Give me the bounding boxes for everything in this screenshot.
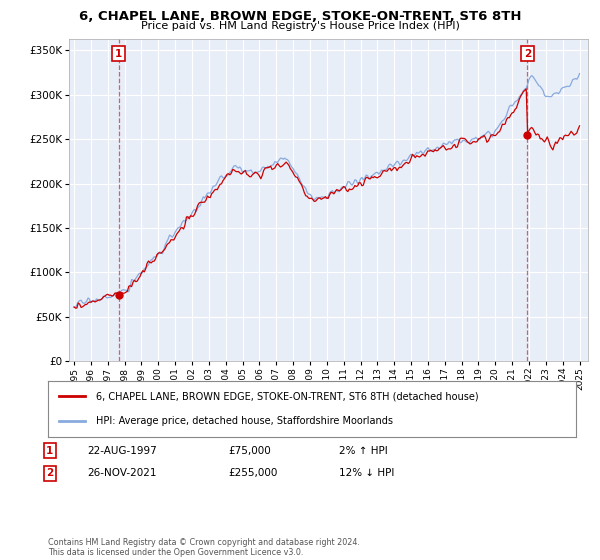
Text: 6, CHAPEL LANE, BROWN EDGE, STOKE-ON-TRENT, ST6 8TH (detached house): 6, CHAPEL LANE, BROWN EDGE, STOKE-ON-TRE… xyxy=(95,391,478,402)
Text: HPI: Average price, detached house, Staffordshire Moorlands: HPI: Average price, detached house, Staf… xyxy=(95,416,392,426)
Text: Contains HM Land Registry data © Crown copyright and database right 2024.
This d: Contains HM Land Registry data © Crown c… xyxy=(48,538,360,557)
Text: 1: 1 xyxy=(115,49,122,59)
Text: 2: 2 xyxy=(46,468,53,478)
Text: £255,000: £255,000 xyxy=(228,468,277,478)
Text: 12% ↓ HPI: 12% ↓ HPI xyxy=(339,468,394,478)
Text: 2% ↑ HPI: 2% ↑ HPI xyxy=(339,446,388,456)
Text: 1: 1 xyxy=(46,446,53,456)
Text: 22-AUG-1997: 22-AUG-1997 xyxy=(87,446,157,456)
Text: 6, CHAPEL LANE, BROWN EDGE, STOKE-ON-TRENT, ST6 8TH: 6, CHAPEL LANE, BROWN EDGE, STOKE-ON-TRE… xyxy=(79,10,521,23)
Text: 2: 2 xyxy=(524,49,531,59)
Text: £75,000: £75,000 xyxy=(228,446,271,456)
Text: 26-NOV-2021: 26-NOV-2021 xyxy=(87,468,157,478)
Text: Price paid vs. HM Land Registry's House Price Index (HPI): Price paid vs. HM Land Registry's House … xyxy=(140,21,460,31)
